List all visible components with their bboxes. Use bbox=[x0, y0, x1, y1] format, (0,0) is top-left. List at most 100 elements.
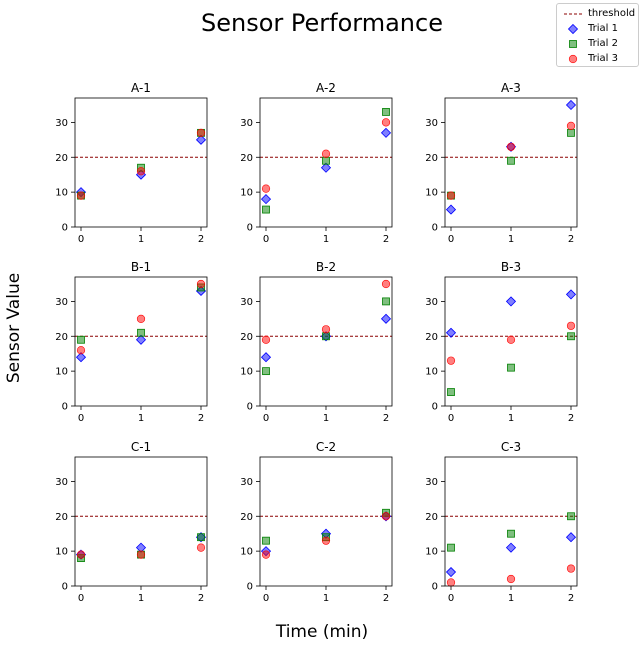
subplot-c-1: C-1 0 10 20 30 0 1 2 bbox=[55, 440, 208, 604]
subplot-title: C-2 bbox=[316, 440, 336, 454]
x-tick-label: 0 bbox=[263, 413, 269, 424]
y-tick-label: 0 bbox=[62, 402, 68, 413]
point-trial-3 bbox=[321, 536, 331, 545]
point-trial-3 bbox=[506, 335, 516, 344]
subplot-title: A-2 bbox=[316, 81, 336, 95]
point-trial-1 bbox=[565, 99, 577, 111]
legend-entry-trial-3: Trial 3 bbox=[557, 52, 640, 66]
point-trial-2 bbox=[567, 128, 575, 137]
point-trial-2 bbox=[197, 533, 205, 542]
point-trial-2 bbox=[382, 108, 390, 116]
subplot-a-3: A-3 0 10 20 30 0 1 2 bbox=[425, 81, 578, 245]
y-tick-label: 0 bbox=[432, 582, 438, 593]
point-trial-2 bbox=[507, 156, 515, 165]
x-tick-label: 2 bbox=[198, 593, 204, 604]
point-trial-2 bbox=[507, 363, 515, 372]
x-tick-label: 0 bbox=[448, 593, 454, 604]
subplot-b-2: B-2 0 10 20 30 0 1 2 bbox=[240, 260, 393, 424]
subplot-a-1: A-1 0 10 20 30 0 1 2 bbox=[55, 81, 208, 245]
legend-diamond-icon bbox=[567, 23, 579, 35]
point-trial-1 bbox=[445, 204, 457, 215]
point-trial-3 bbox=[136, 314, 146, 323]
y-tick-label: 0 bbox=[62, 223, 68, 234]
point-trial-3 bbox=[76, 346, 86, 355]
point-trial-3 bbox=[76, 191, 86, 200]
point-trial-3 bbox=[136, 550, 146, 559]
subplot-title: A-3 bbox=[501, 81, 521, 95]
x-tick-label: 0 bbox=[78, 234, 84, 245]
legend-entry-trial-2: Trial 2 bbox=[557, 37, 640, 51]
x-tick-label: 2 bbox=[568, 413, 574, 424]
plot-frame bbox=[259, 456, 393, 587]
plot-frame bbox=[444, 456, 578, 587]
legend: threshold Trial 1 Trial 2 Trial 3 bbox=[556, 3, 639, 67]
point-trial-1 bbox=[445, 327, 457, 338]
point-trial-3 bbox=[381, 512, 391, 521]
point-trial-3 bbox=[566, 321, 576, 330]
x-tick-label: 0 bbox=[263, 593, 269, 604]
point-trial-1 bbox=[505, 542, 517, 553]
subplot-b-3: B-3 0 10 20 30 0 1 2 bbox=[425, 260, 578, 424]
plot-frame bbox=[259, 276, 393, 407]
y-tick-label: 30 bbox=[240, 297, 253, 308]
x-tick-label: 1 bbox=[508, 234, 514, 245]
point-trial-1 bbox=[260, 352, 272, 363]
y-tick-label: 10 bbox=[55, 188, 68, 199]
point-trial-3 bbox=[136, 167, 146, 176]
y-tick-label: 30 bbox=[425, 118, 438, 129]
x-axis-label: Time (min) bbox=[275, 622, 369, 642]
plot-frame bbox=[444, 97, 578, 228]
point-trial-2 bbox=[447, 543, 455, 552]
point-trial-2 bbox=[137, 328, 145, 337]
y-tick-label: 0 bbox=[432, 223, 438, 234]
y-tick-label: 0 bbox=[247, 582, 253, 593]
subplot-title: A-1 bbox=[131, 81, 151, 95]
x-tick-label: 0 bbox=[448, 234, 454, 245]
x-tick-label: 1 bbox=[138, 413, 144, 424]
legend-label: Trial 3 bbox=[588, 53, 618, 64]
subplot-title: C-3 bbox=[501, 440, 521, 454]
point-trial-3 bbox=[261, 550, 271, 559]
y-tick-label: 20 bbox=[240, 512, 253, 523]
point-trial-3 bbox=[196, 279, 206, 289]
point-trial-1 bbox=[260, 194, 272, 205]
y-tick-label: 20 bbox=[425, 512, 438, 523]
y-tick-label: 10 bbox=[240, 188, 253, 199]
y-tick-label: 20 bbox=[55, 332, 68, 343]
plot-frame bbox=[74, 97, 208, 228]
y-tick-label: 30 bbox=[240, 477, 253, 488]
point-trial-2 bbox=[382, 297, 390, 306]
legend-square-icon bbox=[569, 40, 577, 48]
plot-frame bbox=[444, 276, 578, 407]
point-trial-3 bbox=[446, 191, 456, 200]
y-tick-label: 10 bbox=[55, 367, 68, 378]
y-tick-label: 20 bbox=[55, 512, 68, 523]
point-trial-3 bbox=[506, 142, 516, 151]
point-trial-1 bbox=[195, 134, 207, 145]
point-trial-3 bbox=[506, 574, 516, 584]
point-trial-3 bbox=[261, 184, 271, 193]
y-tick-label: 0 bbox=[247, 402, 253, 413]
subplot-b-1: B-1 0 10 20 30 0 1 2 bbox=[55, 260, 208, 424]
y-tick-label: 0 bbox=[247, 223, 253, 234]
x-tick-label: 1 bbox=[138, 593, 144, 604]
y-tick-label: 10 bbox=[425, 188, 438, 199]
point-trial-1 bbox=[505, 296, 517, 307]
x-tick-label: 0 bbox=[448, 413, 454, 424]
subplot-c-2: C-2 0 10 20 30 0 1 2 bbox=[240, 440, 393, 604]
plot-frame bbox=[74, 276, 208, 407]
x-tick-label: 2 bbox=[198, 234, 204, 245]
point-trial-1 bbox=[445, 566, 457, 578]
y-tick-label: 20 bbox=[425, 332, 438, 343]
x-tick-label: 1 bbox=[508, 413, 514, 424]
point-trial-3 bbox=[321, 325, 331, 334]
point-trial-2 bbox=[447, 388, 455, 396]
y-tick-label: 20 bbox=[240, 153, 253, 164]
x-tick-label: 1 bbox=[138, 234, 144, 245]
point-trial-3 bbox=[446, 578, 456, 587]
x-tick-label: 2 bbox=[198, 413, 204, 424]
x-tick-label: 1 bbox=[323, 234, 329, 245]
legend-label: Trial 1 bbox=[588, 23, 618, 34]
y-tick-label: 10 bbox=[425, 547, 438, 558]
legend-circle-icon bbox=[568, 54, 578, 64]
